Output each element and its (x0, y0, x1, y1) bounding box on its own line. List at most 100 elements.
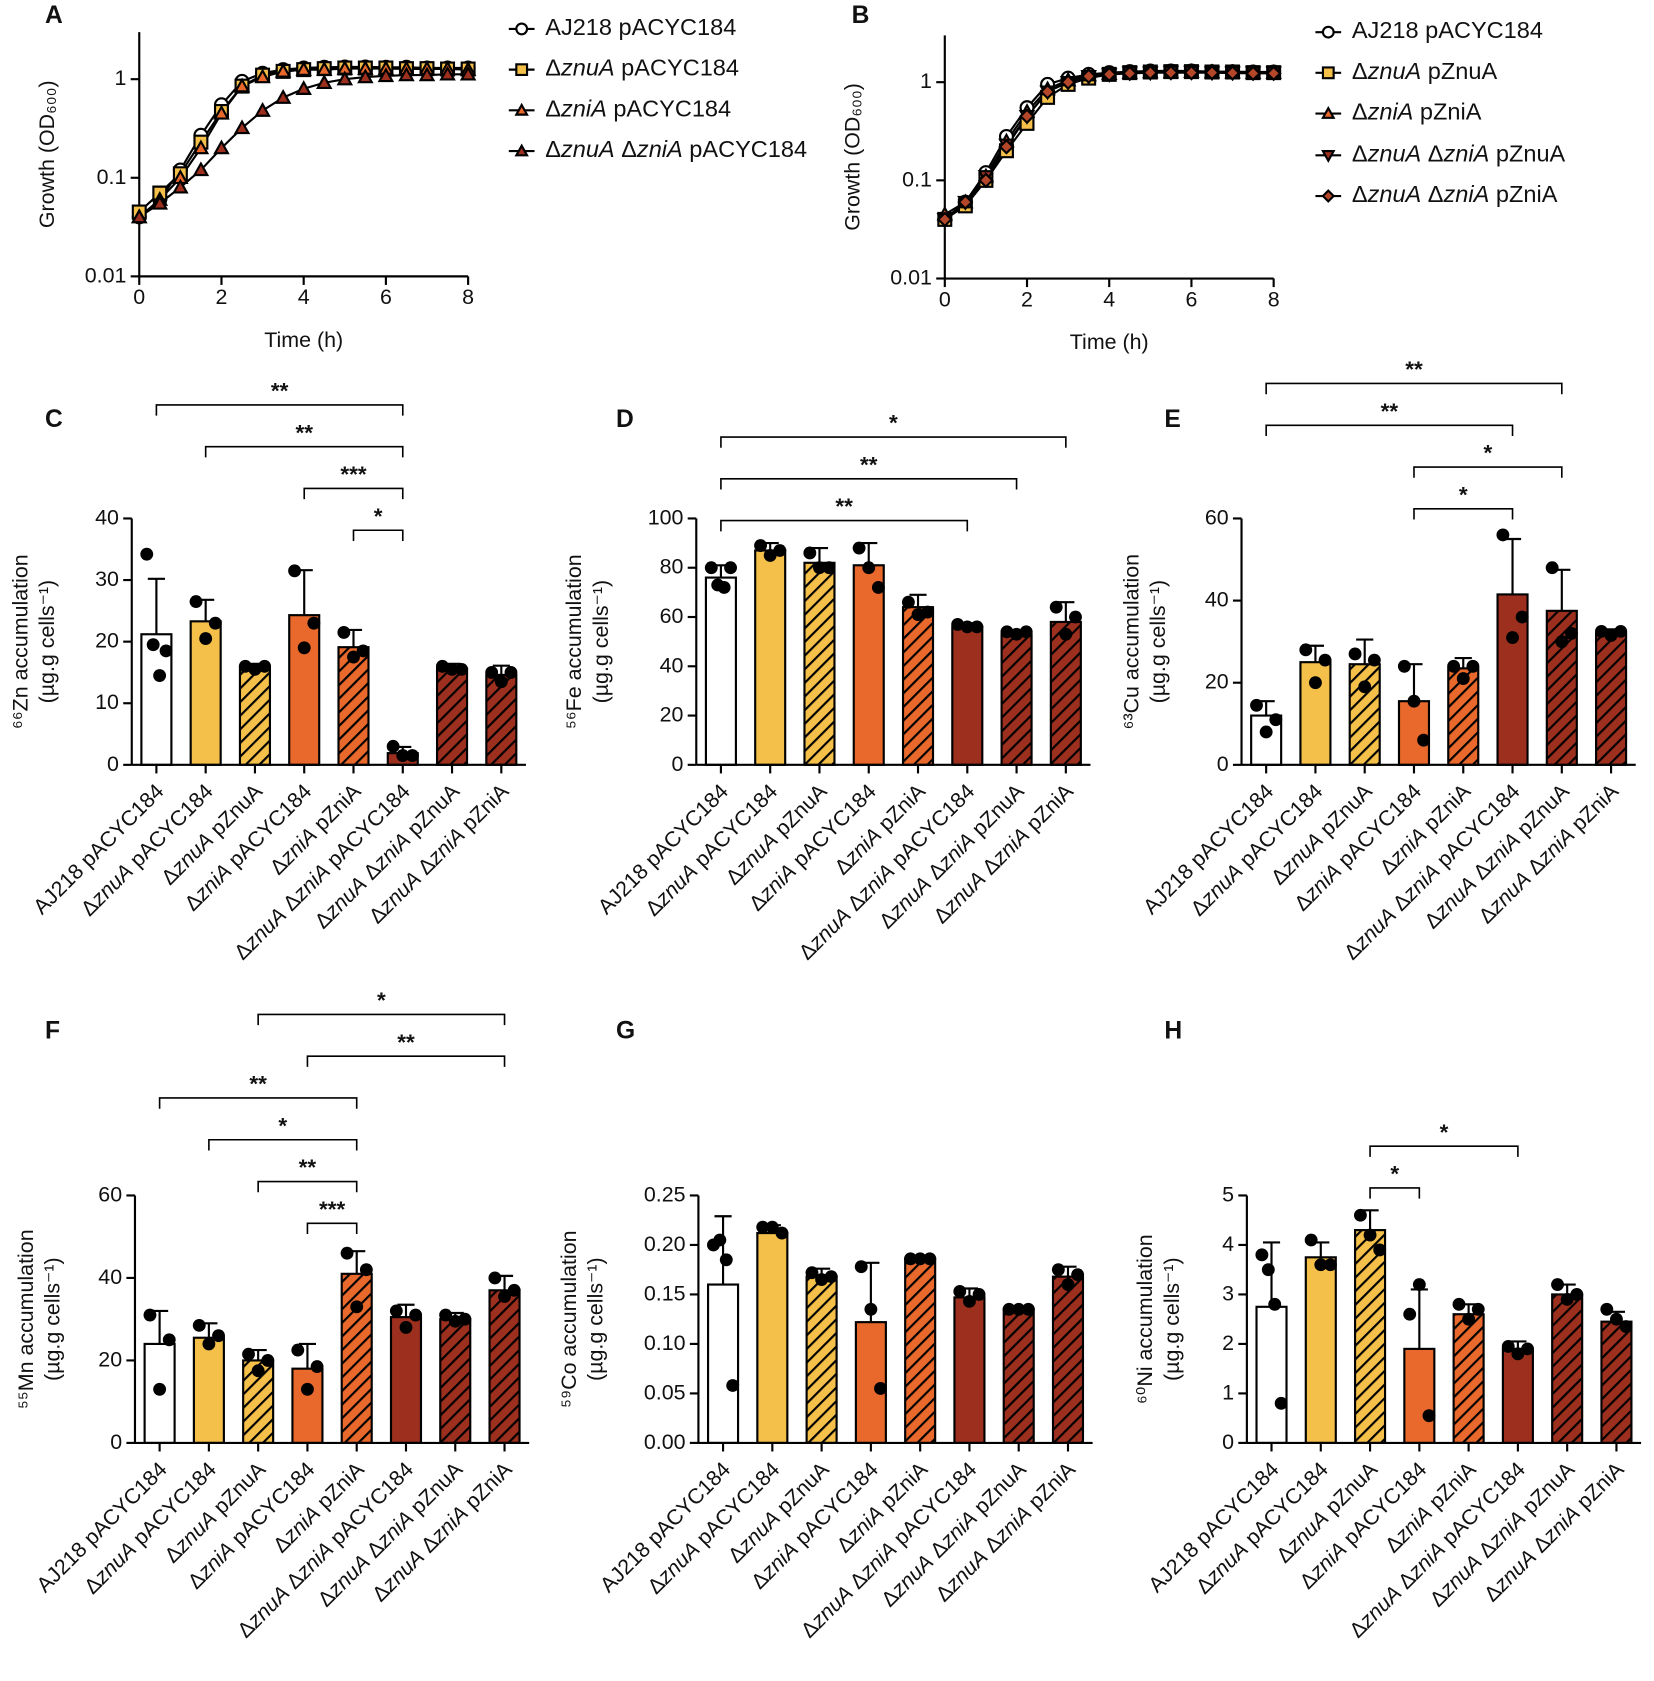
y-tick-label: 40 (1205, 587, 1229, 611)
y-tick-label: 0.05 (644, 1380, 686, 1404)
data-point (953, 1285, 967, 1298)
data-point (719, 1253, 733, 1267)
panel-label: C (45, 405, 63, 432)
data-point (1010, 627, 1023, 641)
significance-bracket (352, 529, 404, 541)
data-point (153, 669, 167, 682)
data-point (1021, 1302, 1035, 1316)
marker (1204, 64, 1220, 81)
marker (1321, 149, 1336, 163)
marker (1142, 64, 1159, 81)
significance-bracket (1413, 508, 1514, 520)
significance-bracket (720, 519, 969, 532)
significance-label: * (278, 1113, 287, 1138)
y-tick-label: 4 (1222, 1232, 1234, 1256)
data-point (389, 1304, 403, 1318)
bar (192, 1336, 225, 1444)
line-chart: A 0.01 0.1 1 0 2 4 6 8 Time (h) Growth (OD₆₀₀) AJ21… (35, 2, 807, 353)
marker (336, 70, 354, 86)
data-point (1422, 1409, 1436, 1423)
data-point (1604, 629, 1618, 642)
x-axis-label: Time (h) (1070, 330, 1149, 354)
y-axis-label: ⁵⁶Fe accumulation (562, 554, 586, 729)
data-point (1506, 631, 1519, 644)
bar (706, 1283, 740, 1444)
data-point (199, 632, 213, 645)
data-point (1051, 1263, 1065, 1277)
y-tick-label: 0 (672, 751, 684, 775)
x-tick-label: 0 (939, 287, 951, 311)
y-tick-label: 0.01 (890, 265, 932, 289)
significance-label: ** (295, 420, 313, 445)
data-point (815, 1273, 829, 1287)
panel-label: A (45, 2, 63, 29)
significance-bracket (204, 445, 404, 458)
bar (852, 564, 885, 766)
data-point (1397, 659, 1411, 673)
data-point (386, 739, 400, 753)
data-point (1373, 1243, 1387, 1257)
y-tick-label: 0.20 (644, 1232, 686, 1256)
data-point (1403, 1307, 1417, 1321)
y-tick-label: 80 (660, 554, 684, 578)
data-point (261, 1353, 275, 1367)
significance-bracket (158, 1097, 358, 1109)
data-point (1555, 635, 1569, 649)
data-point (1261, 1263, 1275, 1277)
y-tick-label: 5 (1222, 1182, 1234, 1206)
marker (1121, 65, 1138, 82)
legend-label: ΔznuA ΔzniA pZnuA (1352, 141, 1566, 167)
series-line (944, 70, 1274, 221)
bar (803, 561, 836, 766)
data-point (717, 581, 731, 594)
marker (131, 208, 148, 224)
data-point (1545, 561, 1559, 575)
significance-label: * (1440, 1120, 1449, 1145)
bar (1051, 1275, 1085, 1444)
data-point (951, 617, 965, 631)
data-point (494, 675, 508, 689)
line-chart: B 0.01 0.1 1 0 2 4 6 8 Time (h) Growth (OD₆₀₀) AJ21… (840, 2, 1565, 355)
y-axis-label: (µg.g cells⁻¹) (583, 1257, 607, 1381)
data-point (1363, 1228, 1377, 1242)
data-point (1318, 653, 1332, 667)
data-point (726, 1379, 740, 1392)
significance-bracket (257, 1180, 358, 1193)
x-tick-label: 2 (216, 285, 228, 309)
data-point (143, 1308, 157, 1322)
data-point (713, 1233, 727, 1247)
marker (213, 104, 230, 120)
bar (288, 614, 321, 766)
y-tick-label: 10 (95, 690, 119, 714)
data-point (439, 1308, 453, 1322)
marker (274, 62, 292, 78)
data-point (242, 1347, 255, 1361)
marker (213, 139, 230, 155)
marker (172, 178, 189, 194)
significance-bracket (208, 1138, 358, 1151)
data-point (1255, 1248, 1269, 1262)
data-point (913, 1252, 927, 1266)
y-axis-label: Growth (OD₆₀₀) (840, 83, 864, 231)
y-tick-label: 100 (648, 505, 684, 529)
significance-label: ** (835, 494, 853, 519)
data-point (347, 650, 360, 664)
x-tick-label: 6 (380, 285, 392, 309)
y-tick-label: 0.15 (644, 1281, 686, 1305)
significance-label: ** (271, 378, 289, 403)
significance-bracket (155, 404, 404, 416)
y-tick-label: 0 (1217, 751, 1229, 775)
marker (936, 211, 953, 228)
data-point (756, 1220, 770, 1234)
significance-bracket (257, 1013, 506, 1026)
data-point (862, 561, 876, 575)
significance-label: *** (340, 462, 367, 487)
series-line (138, 73, 469, 218)
data-point (340, 1246, 354, 1260)
data-point (1417, 733, 1431, 747)
y-tick-label: 1 (920, 69, 932, 93)
data-point (803, 546, 817, 560)
significance-bracket (720, 436, 1067, 448)
data-point (1407, 694, 1421, 708)
data-point (202, 1337, 216, 1351)
